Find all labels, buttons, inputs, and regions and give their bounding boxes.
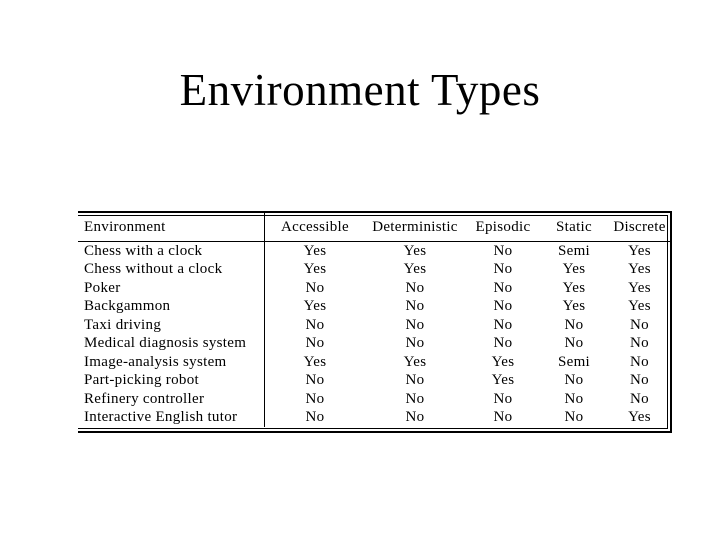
cell-episodic: No	[493, 242, 513, 259]
cell-deterministic: No	[405, 316, 425, 333]
cell-episodic: No	[493, 261, 513, 278]
cell-accessible: Yes	[303, 242, 327, 259]
cell-environment: Chess with a clock	[78, 242, 265, 261]
table-row: Interactive English tutor No No No No Ye…	[78, 408, 670, 427]
cell-deterministic: No	[405, 372, 425, 389]
cell-accessible: No	[305, 390, 325, 407]
cell-accessible: No	[305, 335, 325, 352]
cell-discrete: No	[630, 390, 649, 407]
cell-accessible: No	[305, 372, 325, 389]
cell-environment: Interactive English tutor	[78, 408, 265, 427]
environment-table-grid: Environment Accessible Deterministic Epi…	[78, 213, 670, 431]
cell-environment: Part-picking robot	[78, 371, 265, 390]
cell-discrete: Yes	[628, 261, 651, 278]
cell-discrete: No	[630, 353, 649, 370]
cell-accessible: No	[305, 279, 325, 296]
cell-deterministic: No	[405, 409, 425, 426]
cell-environment: Image-analysis system	[78, 353, 265, 372]
cell-episodic: No	[493, 316, 513, 333]
cell-static: Yes	[562, 279, 586, 296]
column-header-deterministic: Deterministic	[372, 218, 458, 235]
cell-static: No	[564, 335, 584, 352]
cell-deterministic: No	[405, 390, 425, 407]
cell-episodic: Yes	[491, 372, 515, 389]
table-row: Part-picking robot No No Yes No No	[78, 371, 670, 390]
cell-episodic: No	[493, 409, 513, 426]
table-row: Backgammon Yes No No Yes Yes	[78, 297, 670, 316]
column-header-environment: Environment	[78, 213, 265, 241]
cell-static: Semi	[557, 353, 591, 370]
cell-accessible: No	[305, 409, 325, 426]
cell-deterministic: Yes	[403, 242, 427, 259]
cell-accessible: No	[305, 316, 325, 333]
table-header-row: Environment Accessible Deterministic Epi…	[78, 213, 670, 242]
cell-deterministic: Yes	[403, 353, 427, 370]
cell-discrete: No	[630, 316, 649, 333]
cell-environment: Medical diagnosis system	[78, 334, 265, 353]
column-header-accessible: Accessible	[281, 218, 349, 235]
column-header-episodic: Episodic	[475, 218, 531, 235]
cell-discrete: Yes	[628, 279, 651, 296]
cell-episodic: No	[493, 298, 513, 315]
cell-discrete: Yes	[628, 298, 651, 315]
cell-discrete: No	[630, 372, 649, 389]
cell-episodic: Yes	[491, 353, 515, 370]
cell-static: Yes	[562, 261, 586, 278]
cell-environment: Poker	[78, 279, 265, 298]
environment-table: Environment Accessible Deterministic Epi…	[78, 211, 672, 433]
cell-discrete: Yes	[628, 242, 651, 259]
cell-deterministic: No	[405, 279, 425, 296]
column-header-static: Static	[556, 218, 592, 235]
cell-deterministic: No	[405, 298, 425, 315]
cell-static: Yes	[562, 298, 586, 315]
cell-accessible: Yes	[303, 298, 327, 315]
cell-static: No	[564, 372, 584, 389]
cell-environment: Chess without a clock	[78, 260, 265, 279]
table-row: Refinery controller No No No No No	[78, 390, 670, 409]
cell-static: No	[564, 316, 584, 333]
page-title: Environment Types	[179, 65, 541, 115]
table-row: Chess with a clock Yes Yes No Semi Yes	[78, 242, 670, 261]
cell-episodic: No	[493, 390, 513, 407]
cell-episodic: No	[493, 335, 513, 352]
cell-environment: Backgammon	[78, 297, 265, 316]
cell-accessible: Yes	[303, 353, 327, 370]
table-row: Image-analysis system Yes Yes Yes Semi N…	[78, 353, 670, 372]
cell-static: No	[564, 409, 584, 426]
table-row: Poker No No No Yes Yes	[78, 279, 670, 298]
cell-static: No	[564, 390, 584, 407]
table-row: Medical diagnosis system No No No No No	[78, 334, 670, 353]
cell-environment: Refinery controller	[78, 390, 265, 409]
cell-discrete: No	[630, 335, 649, 352]
table-row: Taxi driving No No No No No	[78, 316, 670, 335]
table-row: Chess without a clock Yes Yes No Yes Yes	[78, 260, 670, 279]
cell-deterministic: Yes	[403, 261, 427, 278]
cell-episodic: No	[493, 279, 513, 296]
cell-accessible: Yes	[303, 261, 327, 278]
cell-static: Semi	[557, 242, 591, 259]
cell-environment: Taxi driving	[78, 316, 265, 335]
column-header-discrete: Discrete	[613, 218, 666, 235]
cell-deterministic: No	[405, 335, 425, 352]
cell-discrete: Yes	[628, 409, 651, 426]
